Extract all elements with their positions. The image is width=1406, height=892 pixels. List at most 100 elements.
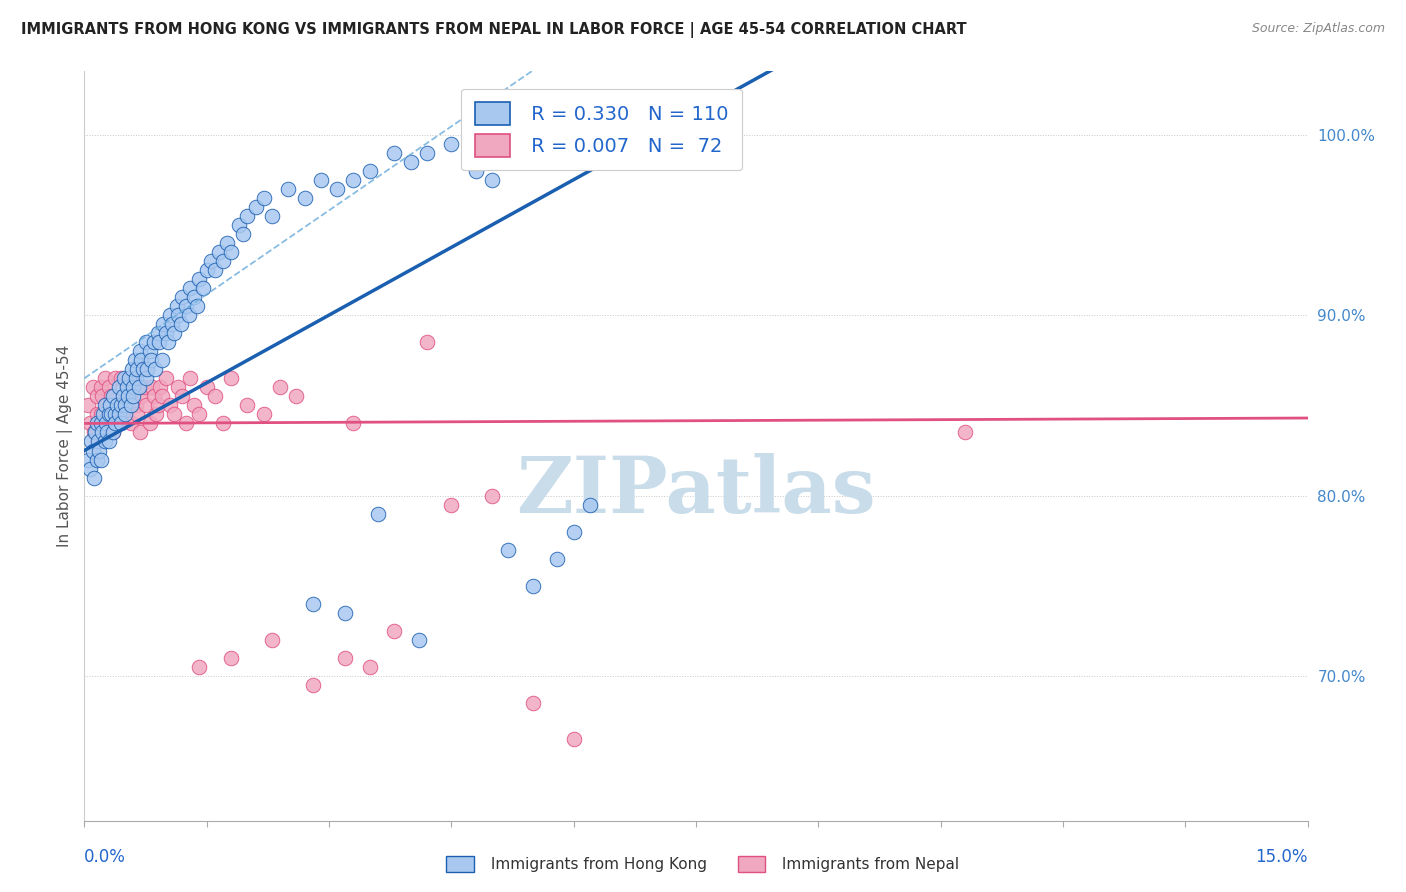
Point	[208, 244, 231, 259]
Point	[498, 542, 520, 557]
Point	[562, 524, 585, 539]
Point	[200, 254, 222, 268]
Point	[187, 272, 209, 286]
Point	[191, 281, 214, 295]
Point	[101, 425, 124, 440]
Point	[86, 408, 108, 422]
Point	[228, 218, 250, 232]
Point	[183, 290, 205, 304]
Point	[86, 452, 108, 467]
Point	[522, 579, 544, 593]
Point	[464, 163, 486, 178]
Point	[97, 408, 120, 422]
Point	[122, 389, 145, 403]
Point	[152, 317, 174, 331]
Point	[128, 344, 150, 359]
Point	[118, 389, 141, 403]
Point	[93, 371, 115, 385]
Point	[342, 417, 364, 431]
Point	[169, 317, 191, 331]
Point	[105, 398, 128, 412]
Point	[120, 398, 142, 412]
Point	[117, 389, 139, 403]
Point	[108, 380, 131, 394]
Point	[97, 434, 120, 449]
Point	[150, 389, 173, 403]
Point	[187, 660, 209, 674]
Point	[110, 371, 132, 385]
Point	[131, 389, 153, 403]
Point	[136, 362, 159, 376]
Point	[101, 408, 124, 422]
Point	[90, 452, 112, 467]
Point	[294, 191, 316, 205]
Point	[131, 353, 153, 368]
Point	[212, 254, 235, 268]
Point	[335, 606, 357, 620]
Point	[236, 209, 259, 223]
Point	[93, 425, 115, 440]
Point	[159, 308, 181, 322]
Point	[236, 398, 259, 412]
Point	[132, 362, 155, 376]
Point	[87, 434, 110, 449]
Point	[204, 389, 226, 403]
Point	[204, 263, 226, 277]
Text: Source: ZipAtlas.com: Source: ZipAtlas.com	[1251, 22, 1385, 36]
Point	[96, 417, 118, 431]
Point	[149, 380, 172, 394]
Point	[110, 417, 132, 431]
Point	[172, 290, 194, 304]
Point	[82, 380, 104, 394]
Point	[953, 425, 976, 440]
Point	[179, 371, 201, 385]
Point	[107, 417, 129, 431]
Point	[141, 380, 163, 394]
Text: ZIPatlas: ZIPatlas	[516, 453, 876, 529]
Point	[359, 163, 381, 178]
Point	[163, 408, 186, 422]
Point	[90, 408, 112, 422]
Point	[80, 434, 103, 449]
Point	[96, 398, 118, 412]
Point	[162, 317, 184, 331]
Point	[122, 380, 145, 394]
Point	[114, 408, 136, 422]
Point	[97, 417, 120, 431]
Point	[253, 408, 276, 422]
Point	[82, 443, 104, 458]
Point	[77, 398, 100, 412]
Point	[217, 235, 239, 250]
Point	[399, 154, 422, 169]
Point	[120, 417, 142, 431]
Point	[416, 335, 439, 350]
Point	[115, 380, 138, 394]
Point	[382, 624, 405, 638]
Point	[138, 344, 160, 359]
Point	[142, 389, 165, 403]
Point	[195, 263, 218, 277]
Point	[260, 633, 283, 648]
Point	[79, 461, 101, 475]
Point	[115, 380, 138, 394]
Point	[93, 398, 115, 412]
Point	[408, 633, 430, 648]
Point	[546, 552, 568, 566]
Point	[285, 389, 308, 403]
Point	[174, 417, 197, 431]
Y-axis label: In Labor Force | Age 45-54: In Labor Force | Age 45-54	[58, 345, 73, 547]
Point	[187, 408, 209, 422]
Point	[159, 398, 181, 412]
Point	[100, 398, 122, 412]
Point	[114, 398, 136, 412]
Legend:  Immigrants from Hong Kong,  Immigrants from Nepal: Immigrants from Hong Kong, Immigrants fr…	[439, 848, 967, 880]
Point	[174, 299, 197, 313]
Point	[111, 398, 134, 412]
Point	[127, 362, 149, 376]
Point	[143, 362, 166, 376]
Text: 15.0%: 15.0%	[1256, 847, 1308, 866]
Point	[91, 408, 114, 422]
Point	[481, 489, 503, 503]
Point	[326, 182, 349, 196]
Point	[301, 597, 323, 611]
